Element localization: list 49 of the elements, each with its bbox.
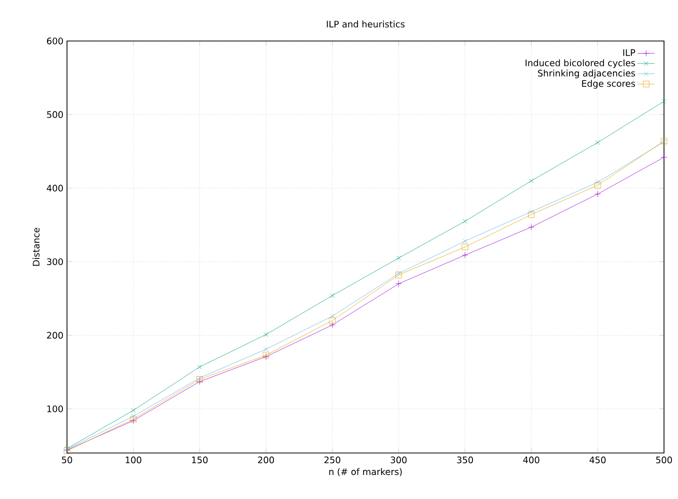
point xyxy=(594,190,601,198)
x-tick-label: 150 xyxy=(192,456,208,464)
chart-title: ILP and heuristics xyxy=(326,20,405,28)
point xyxy=(396,256,401,260)
point xyxy=(131,408,136,413)
point xyxy=(264,332,268,337)
point xyxy=(329,322,336,328)
point xyxy=(529,178,534,184)
point xyxy=(462,244,468,250)
point xyxy=(329,317,336,324)
point xyxy=(395,280,402,287)
point xyxy=(462,218,468,224)
point xyxy=(264,346,268,352)
legend-label: Induced bicolored cycles xyxy=(526,59,636,68)
x-tick-label: 400 xyxy=(523,456,540,464)
point xyxy=(595,140,600,145)
point xyxy=(595,180,600,185)
legend-label: Edge scores xyxy=(582,80,636,89)
point xyxy=(662,99,666,104)
x-tick-label: 450 xyxy=(590,456,606,464)
point xyxy=(330,293,335,298)
y-tick-label: 200 xyxy=(47,332,63,339)
legend-label: Shrinking adjacencies xyxy=(538,70,636,78)
point xyxy=(528,211,535,218)
x-tick-label: 200 xyxy=(258,456,274,464)
y-tick-label: 100 xyxy=(47,405,63,412)
x-tick-label: 300 xyxy=(390,456,407,464)
point xyxy=(594,182,601,188)
x-axis-title: n (# of markers) xyxy=(329,468,402,476)
point xyxy=(462,252,468,258)
point xyxy=(330,314,335,318)
x-tick-label: 250 xyxy=(324,456,340,464)
point xyxy=(660,154,668,160)
y-tick-label: 400 xyxy=(46,184,63,192)
point xyxy=(395,272,402,278)
y-tick-label: 300 xyxy=(47,258,63,266)
y-tick-label: 600 xyxy=(46,38,63,44)
point xyxy=(462,238,468,244)
legend-label: ILP xyxy=(623,49,636,56)
x-tick-label: 100 xyxy=(126,456,142,464)
y-tick-label: 500 xyxy=(47,111,63,118)
x-tick-label: 350 xyxy=(457,456,473,464)
point xyxy=(528,224,535,230)
x-tick-label: 500 xyxy=(656,456,672,464)
point xyxy=(197,364,202,370)
point xyxy=(131,414,136,419)
x-tick-label: 50 xyxy=(62,456,72,464)
point xyxy=(529,209,534,214)
y-axis-title: Distance xyxy=(32,228,40,266)
